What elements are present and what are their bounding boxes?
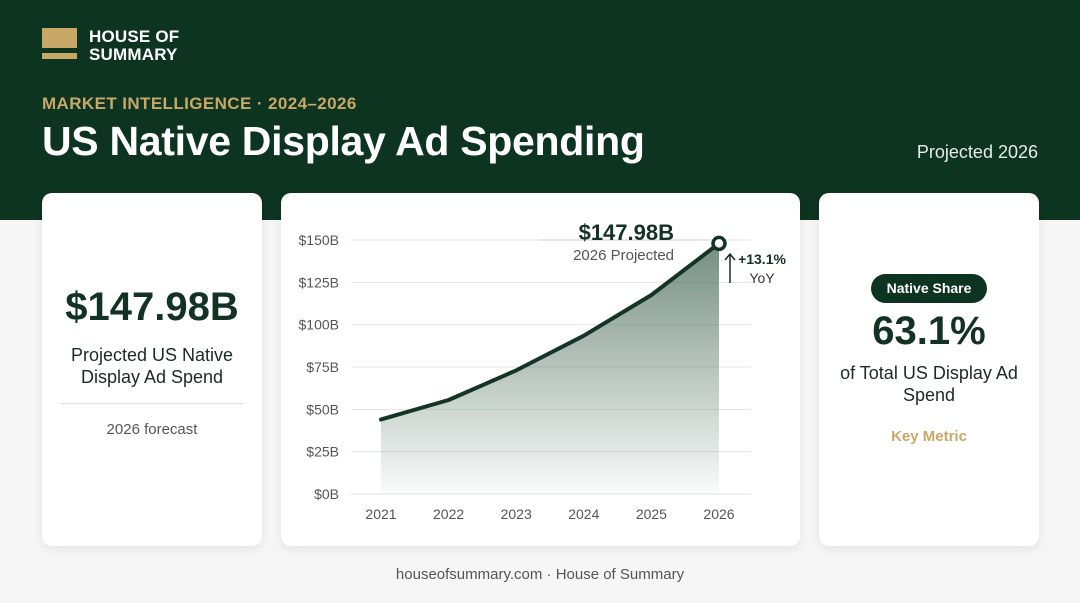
brand-line-1: HOUSE OF (89, 27, 180, 46)
y-tick-label: $0B (314, 486, 339, 502)
annotation-change: +13.1% (738, 251, 786, 267)
x-tick-label: 2021 (365, 506, 396, 522)
header-band (0, 0, 1080, 220)
annotation-change-unit: YoY (749, 270, 775, 286)
x-tick-label: 2022 (433, 506, 464, 522)
arrow-head-icon (724, 252, 736, 261)
x-tick-label: 2025 (636, 506, 667, 522)
spend-value: $147.98B (65, 285, 239, 329)
y-tick-label: $75B (306, 359, 339, 375)
y-tick-label: $50B (306, 401, 339, 417)
projected-label: Projected 2026 (916, 142, 1038, 162)
card-divider (60, 403, 244, 404)
y-tick-label: $25B (306, 444, 339, 460)
annotation-subtitle: 2026 Projected (573, 247, 674, 264)
y-tick-label: $125B (299, 274, 339, 290)
eyebrow: MARKET INTELLIGENCE · 2024–2026 (42, 94, 357, 113)
logo-mark-icon (42, 28, 77, 60)
share-value: 63.1% (872, 309, 986, 353)
spend-card: $147.98B Projected US Native Display Ad … (42, 193, 262, 546)
share-caption: of Total US Display Ad Spend (840, 363, 1018, 405)
data-point (711, 235, 727, 252)
footer-text: houseofsummary.com · House of Summary (395, 566, 685, 583)
x-tick-label: 2023 (501, 506, 532, 522)
brand-line-2: SUMMARY (89, 45, 178, 64)
forecast-note: 2026 forecast (106, 421, 198, 438)
share-card: Native Share 63.1% of Total US Display A… (819, 193, 1039, 546)
annotation-value: $147.98B (579, 220, 674, 245)
key-metric-tag: Key Metric (891, 428, 967, 445)
brand-name: HOUSE OF SUMMARY (89, 28, 179, 64)
spend-chart: $0B $25B $50B $75B $100B $125B $150B 2021 2022 2… (299, 220, 787, 522)
native-share-badge: Native Share (871, 274, 987, 303)
chart-card: $0B $25B $50B $75B $100B $125B $150B 2021 2022 2… (281, 193, 800, 546)
x-tick-label: 2026 (703, 506, 734, 522)
y-tick-label: $100B (299, 317, 339, 333)
x-tick-label: 2024 (568, 506, 599, 522)
brand-logo: HOUSE OF SUMMARY (42, 28, 179, 64)
page-title: US Native Display Ad Spending (42, 118, 645, 164)
spend-caption: Projected US Native Display Ad Spend (70, 345, 234, 387)
series-line (379, 241, 721, 422)
y-tick-label: $150B (299, 232, 339, 248)
